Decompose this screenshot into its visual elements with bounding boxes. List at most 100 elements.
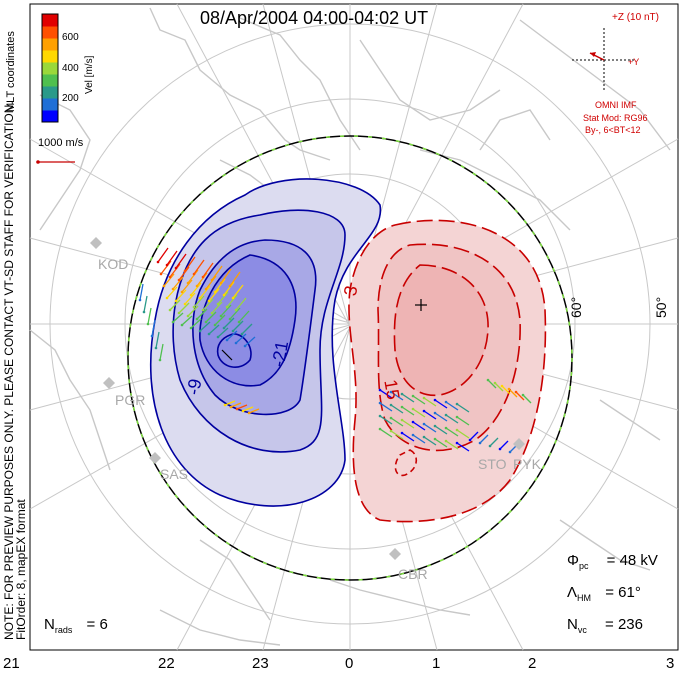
velocity-vector [235,297,247,311]
imf-clock [572,28,636,92]
velocity-vector [401,419,415,429]
velocity-vector [487,379,497,389]
velocity-vector-origin [235,407,239,411]
station-sto: STO [478,456,507,472]
velocity-vector-origin [488,444,492,448]
velocity-vector [501,385,511,395]
velocity-vector [423,436,437,446]
velocity-vector [456,429,470,439]
imf-condition: By-, 6<BT<12 [585,125,641,135]
velocity-vector-origin [207,332,211,336]
velocity-vector [166,286,178,299]
velocity-vector [244,336,256,347]
colorbar-segment [42,74,58,87]
velocity-vector-origin [507,387,511,391]
positive-potential-cell [348,219,547,523]
velocity-vector [169,263,181,278]
velocity-vector [236,404,248,410]
velocity-vector-origin [389,403,393,407]
velocity-vector-origin [433,424,437,428]
colorbar-border [41,13,59,123]
velocity-vector-origin [228,317,232,321]
velocity-vector-origin [198,296,202,300]
velocity-vector [169,299,181,311]
velocity-vector-origin [174,299,178,303]
velocity-vector-origin [207,299,211,303]
imf-y-label: +Y [628,57,640,67]
velocity-vector-origin [186,281,190,285]
velocity-vector-origin [422,409,426,413]
velocity-vector [187,305,199,317]
velocity-vector [202,262,214,278]
velocity-vector-origin [216,335,220,339]
velocity-vector [445,427,459,437]
velocity-vector [205,275,217,290]
colorbar-label: Vel [m/s] [84,55,95,94]
colorbar-tick-200: 200 [62,93,79,104]
velocity-vector [241,323,253,335]
velocity-vector [445,401,459,411]
velocity-vector-origin [204,287,208,291]
velocity-vector-origin [455,441,459,445]
min-potential-marker [221,349,233,361]
velocity-vector-origin [400,418,404,422]
station-sas: SAS [160,466,189,482]
velocity-vector-origin [433,411,437,415]
velocity-vector [223,317,235,329]
imf-model: Stat Mod: RG96 [583,113,648,123]
colorbar-segment [42,50,58,63]
velocity-vector-origin [400,405,404,409]
velocity-vector-origin [171,287,175,291]
velocity-vector-origin [508,450,512,454]
velocity-vector-origin [198,329,202,333]
velocity-vector-origin [192,272,196,276]
velocity-vector [489,437,499,447]
velocity-vector [193,259,205,275]
plot-frame [29,3,679,651]
velocity-vector [193,295,205,308]
colorbar-tick-400: 400 [62,63,79,74]
velocity-vector-origin [225,305,229,309]
velocity-vector-origin [222,293,226,297]
velocity-vector-origin [210,278,214,282]
velocity-vector-origin [213,323,217,327]
latitude-label-60: 60° [568,296,584,318]
velocity-vector [220,304,232,317]
velocity-vector-origin [219,314,223,318]
fit-order-note: FitOrder: 8, mapEX format [14,499,28,640]
velocity-vector-origin [142,310,146,314]
scale-vector-dot [36,160,40,164]
velocity-vector-origin [422,396,426,400]
velocity-vector [187,269,199,284]
velocity-vector-origin [201,308,205,312]
velocity-vector-origin [378,401,382,405]
velocity-vector [196,308,208,320]
radar-stations [90,237,525,560]
velocity-vector [172,312,184,323]
velocity-vector-origin [444,400,448,404]
velocity-vector [232,284,244,299]
velocity-vector [379,389,393,399]
velocity-vector-origin [411,407,415,411]
velocity-vector-origin [225,338,229,342]
station-kod: KOD [98,256,129,272]
velocity-vector-origin [486,378,490,382]
velocity-vector [202,298,214,311]
velocity-vector [159,343,164,361]
velocity-vector [238,310,250,323]
hm-boundary-vectors [127,135,573,581]
velocity-vector-origin [444,413,448,417]
velocity-vector-origin [210,311,214,315]
velocity-vector-origin [234,341,238,345]
velocity-vector [214,278,226,293]
velocity-vector [242,406,254,412]
velocity-vector-origin [400,431,404,435]
velocity-vector [217,327,229,338]
velocity-vector-origin [222,326,226,330]
velocity-vector [178,302,190,314]
contour-label-pos-inner: 15 [380,378,404,402]
velocity-vector [232,320,244,332]
station-pyk: PYK [513,456,542,472]
velocity-vector [499,440,509,450]
velocity-vector-origin [389,416,393,420]
